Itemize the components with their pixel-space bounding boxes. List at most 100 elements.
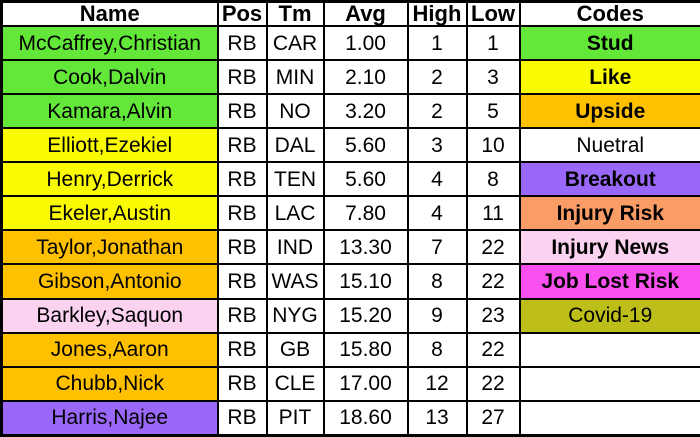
team-cell[interactable]: PIT	[265, 399, 325, 437]
name-cell[interactable]: Cook,Dalvin	[0, 59, 219, 96]
code-cell[interactable]: Breakout	[518, 161, 700, 198]
code-cell[interactable]: Upside	[518, 93, 700, 130]
column-header-name[interactable]: Name	[0, 0, 219, 27]
avg-cell[interactable]: 7.80	[322, 195, 409, 232]
high-cell[interactable]: 1	[406, 24, 468, 62]
low-cell[interactable]: 1	[465, 24, 521, 62]
low-cell[interactable]: 22	[465, 229, 521, 266]
avg-cell[interactable]: 17.00	[322, 365, 409, 402]
pos-cell[interactable]: RB	[216, 195, 268, 232]
avg-cell[interactable]: 1.00	[322, 24, 409, 62]
high-cell[interactable]: 3	[406, 127, 468, 164]
low-cell[interactable]: 3	[465, 59, 521, 96]
high-cell[interactable]: 4	[406, 161, 468, 198]
team-cell[interactable]: IND	[265, 229, 325, 266]
table-body: McCaffrey,Christian RB CAR 1.00 1 1 Stud Cook,D…	[0, 24, 700, 437]
code-cell[interactable]	[518, 365, 700, 402]
low-cell[interactable]: 27	[465, 399, 521, 437]
avg-cell[interactable]: 5.60	[322, 127, 409, 164]
team-cell[interactable]: CLE	[265, 365, 325, 402]
team-cell[interactable]: WAS	[265, 263, 325, 300]
table-row: Ekeler,Austin RB LAC 7.80 4 11 Injury Risk	[0, 195, 700, 232]
table-row: Chubb,Nick RB CLE 17.00 12 22	[0, 365, 700, 402]
code-cell[interactable]: Injury Risk	[518, 195, 700, 232]
pos-cell[interactable]: RB	[216, 263, 268, 300]
name-cell[interactable]: Kamara,Alvin	[0, 93, 219, 130]
high-cell[interactable]: 8	[406, 331, 468, 368]
pos-cell[interactable]: RB	[216, 297, 268, 334]
low-cell[interactable]: 11	[465, 195, 521, 232]
column-header-pos[interactable]: Pos	[216, 0, 268, 27]
avg-cell[interactable]: 13.30	[322, 229, 409, 266]
team-cell[interactable]: LAC	[265, 195, 325, 232]
avg-cell[interactable]: 18.60	[322, 399, 409, 437]
pos-cell[interactable]: RB	[216, 161, 268, 198]
team-cell[interactable]: DAL	[265, 127, 325, 164]
table-row: Henry,Derrick RB TEN 5.60 4 8 Breakout	[0, 161, 700, 198]
name-cell[interactable]: Henry,Derrick	[0, 161, 219, 198]
high-cell[interactable]: 2	[406, 93, 468, 130]
pos-cell[interactable]: RB	[216, 399, 268, 437]
table-row: Jones,Aaron RB GB 15.80 8 22	[0, 331, 700, 368]
low-cell[interactable]: 22	[465, 365, 521, 402]
high-cell[interactable]: 4	[406, 195, 468, 232]
code-cell[interactable]: Job Lost Risk	[518, 263, 700, 300]
high-cell[interactable]: 2	[406, 59, 468, 96]
avg-cell[interactable]: 3.20	[322, 93, 409, 130]
name-cell[interactable]: Gibson,Antonio	[0, 263, 219, 300]
team-cell[interactable]: NYG	[265, 297, 325, 334]
column-header-avg[interactable]: Avg	[322, 0, 409, 27]
high-cell[interactable]: 7	[406, 229, 468, 266]
code-cell[interactable]: Like	[518, 59, 700, 96]
table-row: Harris,Najee RB PIT 18.60 13 27	[0, 399, 700, 437]
pos-cell[interactable]: RB	[216, 127, 268, 164]
name-cell[interactable]: Elliott,Ezekiel	[0, 127, 219, 164]
column-header-low[interactable]: Low	[465, 0, 521, 27]
high-cell[interactable]: 12	[406, 365, 468, 402]
column-header-high[interactable]: High	[406, 0, 468, 27]
table-row: Taylor,Jonathan RB IND 13.30 7 22 Injury News	[0, 229, 700, 266]
table-row: Kamara,Alvin RB NO 3.20 2 5 Upside	[0, 93, 700, 130]
avg-cell[interactable]: 15.20	[322, 297, 409, 334]
pos-cell[interactable]: RB	[216, 229, 268, 266]
pos-cell[interactable]: RB	[216, 331, 268, 368]
avg-cell[interactable]: 2.10	[322, 59, 409, 96]
name-cell[interactable]: Jones,Aaron	[0, 331, 219, 368]
team-cell[interactable]: MIN	[265, 59, 325, 96]
table-row: Cook,Dalvin RB MIN 2.10 2 3 Like	[0, 59, 700, 96]
code-cell[interactable]: Nuetral	[518, 127, 700, 164]
team-cell[interactable]: NO	[265, 93, 325, 130]
column-header-tm[interactable]: Tm	[265, 0, 325, 27]
high-cell[interactable]: 8	[406, 263, 468, 300]
pos-cell[interactable]: RB	[216, 365, 268, 402]
low-cell[interactable]: 5	[465, 93, 521, 130]
low-cell[interactable]: 8	[465, 161, 521, 198]
pos-cell[interactable]: RB	[216, 24, 268, 62]
team-cell[interactable]: TEN	[265, 161, 325, 198]
name-cell[interactable]: Taylor,Jonathan	[0, 229, 219, 266]
team-cell[interactable]: GB	[265, 331, 325, 368]
name-cell[interactable]: Chubb,Nick	[0, 365, 219, 402]
code-cell[interactable]: Stud	[518, 24, 700, 62]
name-cell[interactable]: Ekeler,Austin	[0, 195, 219, 232]
low-cell[interactable]: 10	[465, 127, 521, 164]
name-cell[interactable]: Barkley,Saquon	[0, 297, 219, 334]
pos-cell[interactable]: RB	[216, 59, 268, 96]
avg-cell[interactable]: 15.80	[322, 331, 409, 368]
team-cell[interactable]: CAR	[265, 24, 325, 62]
low-cell[interactable]: 22	[465, 331, 521, 368]
column-header-codes[interactable]: Codes	[518, 0, 700, 27]
code-cell[interactable]: Injury News	[518, 229, 700, 266]
high-cell[interactable]: 9	[406, 297, 468, 334]
avg-cell[interactable]: 5.60	[322, 161, 409, 198]
low-cell[interactable]: 23	[465, 297, 521, 334]
code-cell[interactable]	[518, 399, 700, 437]
code-cell[interactable]	[518, 331, 700, 368]
pos-cell[interactable]: RB	[216, 93, 268, 130]
low-cell[interactable]: 22	[465, 263, 521, 300]
name-cell[interactable]: Harris,Najee	[0, 399, 219, 437]
avg-cell[interactable]: 15.10	[322, 263, 409, 300]
high-cell[interactable]: 13	[406, 399, 468, 437]
code-cell[interactable]: Covid-19	[518, 297, 700, 334]
name-cell[interactable]: McCaffrey,Christian	[0, 24, 219, 62]
